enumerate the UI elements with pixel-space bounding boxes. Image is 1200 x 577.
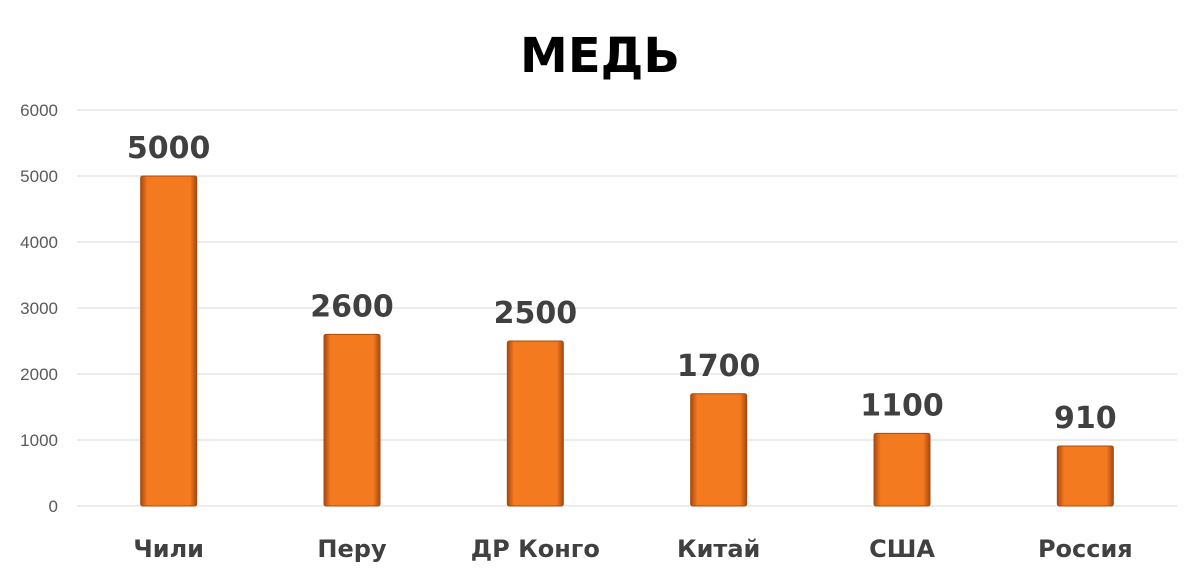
data-label: 910	[1054, 401, 1117, 436]
x-axis: Чили Перу ДР Конго Китай США Россия	[133, 535, 1132, 563]
data-label: 5000	[127, 131, 211, 166]
bars	[140, 175, 1114, 507]
x-tick-label: ДР Конго	[471, 535, 600, 563]
y-tick-label: 5000	[20, 167, 58, 186]
bar	[1056, 445, 1114, 507]
y-tick-label: 6000	[20, 101, 58, 120]
y-tick-label: 2000	[20, 365, 58, 384]
y-tick-label: 3000	[20, 299, 58, 318]
data-label: 1700	[677, 349, 761, 384]
y-tick-label: 0	[49, 497, 58, 516]
x-tick-label: Россия	[1038, 535, 1133, 563]
gridlines	[77, 109, 1177, 507]
bar	[323, 333, 381, 507]
x-tick-label: Перу	[317, 535, 387, 563]
data-labels: 5000 2600 2500 1700 1100 910	[127, 131, 1117, 436]
data-label: 2600	[310, 289, 394, 324]
bar	[873, 432, 931, 507]
x-tick-label: Чили	[133, 535, 204, 563]
chart-title: МЕДЬ	[520, 28, 680, 84]
data-label: 2500	[494, 296, 578, 331]
bar	[506, 340, 564, 507]
bar	[140, 175, 198, 507]
y-tick-label: 1000	[20, 431, 58, 450]
y-tick-label: 4000	[20, 233, 58, 252]
y-axis: 0 1000 2000 3000 4000 5000 6000	[20, 101, 58, 516]
x-tick-label: США	[869, 535, 935, 563]
x-tick-label: Китай	[677, 535, 760, 563]
bar	[690, 393, 748, 507]
data-label: 1100	[860, 388, 944, 423]
